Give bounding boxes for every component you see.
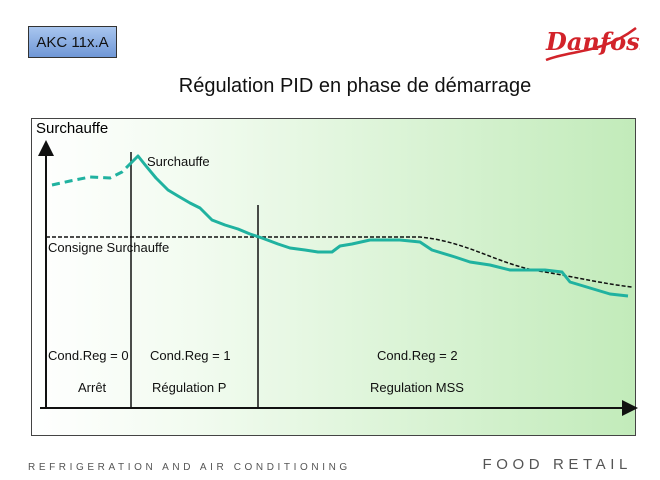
phase-0-condreg: Cond.Reg = 0 [48, 348, 129, 363]
superheat-curve [129, 154, 629, 298]
phase-1-condreg: Cond.Reg = 1 [150, 348, 231, 363]
logo-wordmark: Danfoss [545, 27, 640, 56]
phase-2-mode: Regulation MSS [370, 380, 464, 395]
page-title: Régulation PID en phase de démarrage [178, 75, 532, 97]
phase-2-condreg: Cond.Reg = 2 [377, 348, 458, 363]
phase-0-mode: Arrêt [78, 380, 107, 395]
logo-swoosh [545, 27, 637, 62]
phase-1-mode: Régulation P [152, 380, 227, 395]
superheat-curve-off [51, 161, 133, 187]
diagram-panel [31, 118, 636, 436]
setpoint-label: Consigne Surchauffe [48, 240, 170, 255]
model-tag: AKC 11x.A [28, 26, 117, 58]
curve-label: Surchauffe [147, 154, 210, 169]
footer-tagline: REFRIGERATION AND AIR CONDITIONING [28, 462, 351, 473]
danfoss-logo: Danfoss [545, 27, 640, 62]
model-tag-label: AKC 11x.A [36, 33, 109, 51]
footer-segment: FOOD RETAIL [482, 456, 632, 473]
panel-title: Surchauffe [36, 120, 109, 137]
